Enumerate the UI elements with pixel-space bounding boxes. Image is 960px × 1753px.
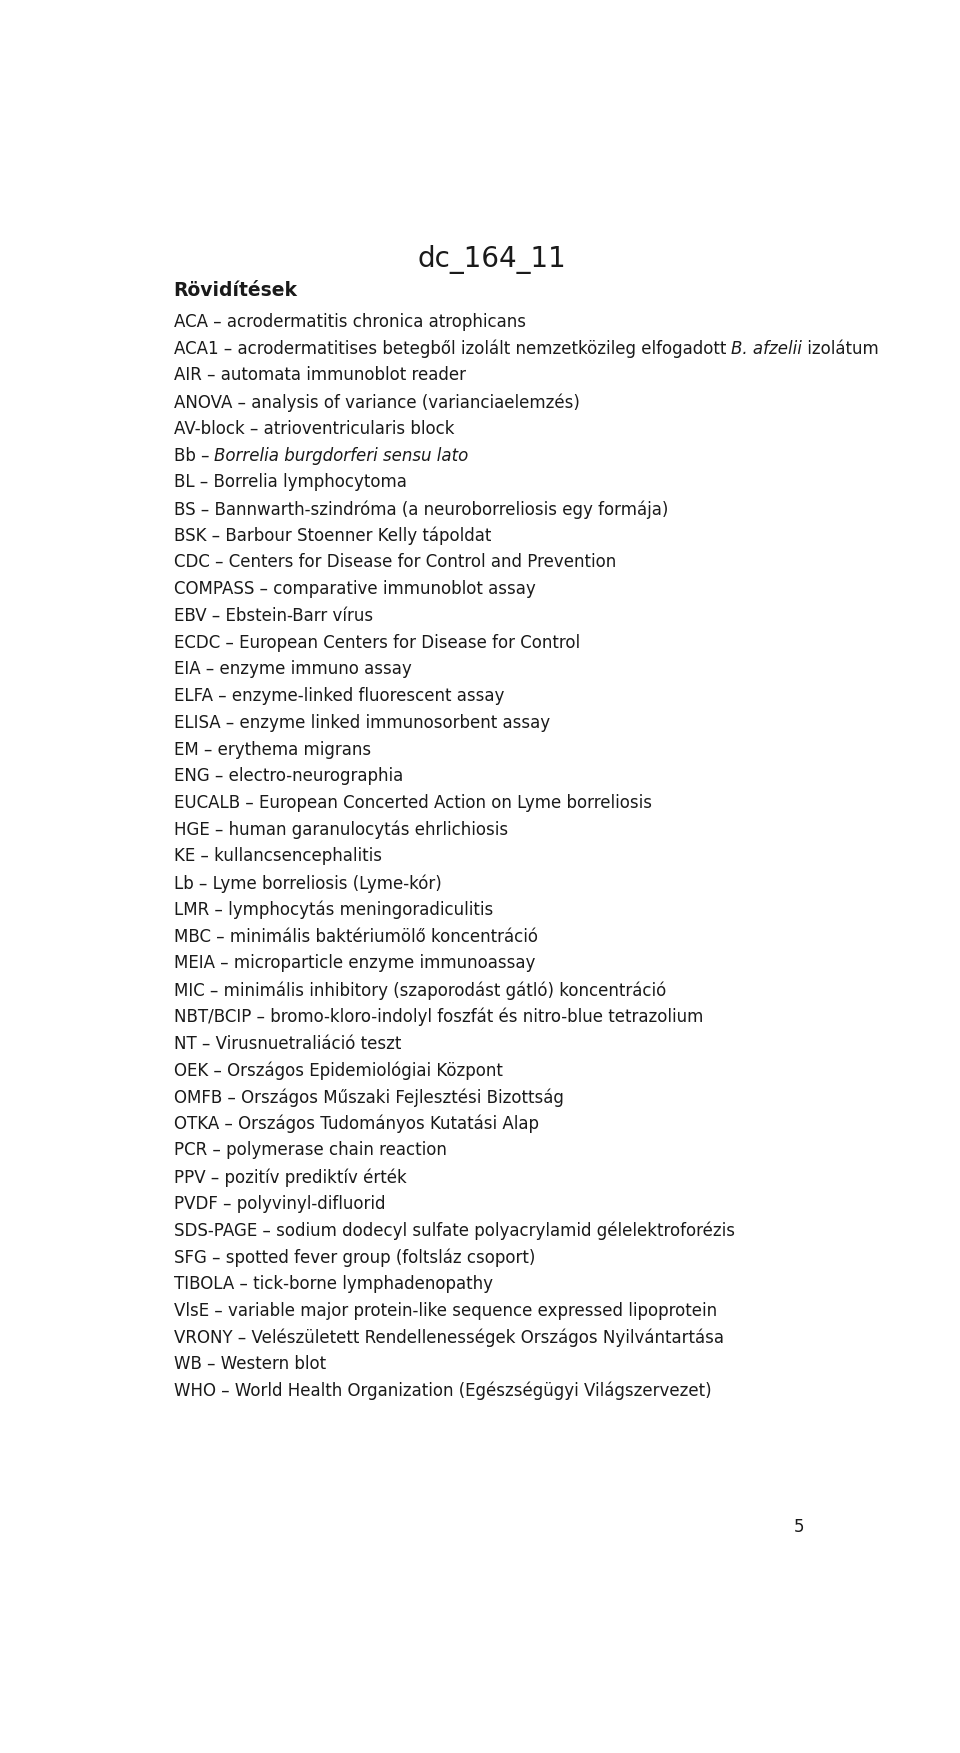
Text: EBV – Ebstein-Barr vírus: EBV – Ebstein-Barr vírus (174, 607, 372, 624)
Text: 5: 5 (794, 1518, 804, 1536)
Text: WHO – World Health Organization (Egészségügyi Világszervezet): WHO – World Health Organization (Egészsé… (174, 1381, 711, 1401)
Text: CDC – Centers for Disease for Control and Prevention: CDC – Centers for Disease for Control an… (174, 554, 615, 571)
Text: SFG – spotted fever group (foltsláz csoport): SFG – spotted fever group (foltsláz csop… (174, 1248, 535, 1267)
Text: OMFB – Országos Műszaki Fejlesztési Bizottság: OMFB – Országos Műszaki Fejlesztési Bizo… (174, 1089, 564, 1106)
Text: KE – kullancsencephalitis: KE – kullancsencephalitis (174, 847, 381, 866)
Text: izolátum: izolátum (802, 340, 878, 358)
Text: ACA – acrodermatitis chronica atrophicans: ACA – acrodermatitis chronica atrophican… (174, 314, 525, 331)
Text: BL – Borrelia lymphocytoma: BL – Borrelia lymphocytoma (174, 473, 406, 491)
Text: PCR – polymerase chain reaction: PCR – polymerase chain reaction (174, 1141, 446, 1159)
Text: SDS-PAGE – sodium dodecyl sulfate polyacrylamid gélelektroforézis: SDS-PAGE – sodium dodecyl sulfate polyac… (174, 1222, 734, 1239)
Text: PVDF – polyvinyl-difluorid: PVDF – polyvinyl-difluorid (174, 1196, 385, 1213)
Text: AV-block – atrioventricularis block: AV-block – atrioventricularis block (174, 421, 454, 438)
Text: NT – Virusnuetraliáció teszt: NT – Virusnuetraliáció teszt (174, 1034, 401, 1052)
Text: NBT/BCIP – bromo-kloro-indolyl foszfát és nitro-blue tetrazolium: NBT/BCIP – bromo-kloro-indolyl foszfát é… (174, 1008, 703, 1026)
Text: VlsE – variable major protein-like sequence expressed lipoprotein: VlsE – variable major protein-like seque… (174, 1302, 717, 1320)
Text: TIBOLA – tick-borne lymphadenopathy: TIBOLA – tick-borne lymphadenopathy (174, 1274, 492, 1294)
Text: B. afzelii: B. afzelii (732, 340, 802, 358)
Text: EM – erythema migrans: EM – erythema migrans (174, 740, 371, 759)
Text: Lb – Lyme borreliosis (Lyme-kór): Lb – Lyme borreliosis (Lyme-kór) (174, 875, 442, 892)
Text: VRONY – Velészületett Rendellenességek Országos Nyilvántartása: VRONY – Velészületett Rendellenességek O… (174, 1329, 724, 1346)
Text: dc_164_11: dc_164_11 (418, 245, 566, 275)
Text: ENG – electro-neurographia: ENG – electro-neurographia (174, 768, 403, 785)
Text: BS – Bannwarth-szindróma (a neuroborreliosis egy formája): BS – Bannwarth-szindróma (a neuroborreli… (174, 500, 668, 519)
Text: ECDC – European Centers for Disease for Control: ECDC – European Centers for Disease for … (174, 633, 580, 652)
Text: LMR – lymphocytás meningoradiculitis: LMR – lymphocytás meningoradiculitis (174, 901, 492, 919)
Text: BSK – Barbour Stoenner Kelly tápoldat: BSK – Barbour Stoenner Kelly tápoldat (174, 526, 491, 545)
Text: OEK – Országos Epidemiológiai Központ: OEK – Országos Epidemiológiai Központ (174, 1061, 502, 1080)
Text: EUCALB – European Concerted Action on Lyme borreliosis: EUCALB – European Concerted Action on Ly… (174, 794, 652, 812)
Text: ANOVA – analysis of variance (varianciaelemzés): ANOVA – analysis of variance (varianciae… (174, 393, 580, 412)
Text: AIR – automata immunoblot reader: AIR – automata immunoblot reader (174, 366, 466, 384)
Text: MEIA – microparticle enzyme immunoassay: MEIA – microparticle enzyme immunoassay (174, 954, 535, 973)
Text: Rövidítések: Rövidítések (174, 280, 298, 300)
Text: WB – Western blot: WB – Western blot (174, 1355, 325, 1373)
Text: EIA – enzyme immuno assay: EIA – enzyme immuno assay (174, 661, 411, 678)
Text: Bb –: Bb – (174, 447, 214, 465)
Text: MIC – minimális inhibitory (szaporodást gátló) koncentráció: MIC – minimális inhibitory (szaporodást … (174, 982, 666, 999)
Text: ELISA – enzyme linked immunosorbent assay: ELISA – enzyme linked immunosorbent assa… (174, 713, 550, 731)
Text: Borrelia burgdorferi sensu lato: Borrelia burgdorferi sensu lato (214, 447, 468, 465)
Text: ACA1 – acrodermatitises betegből izolált nemzetközileg elfogadott: ACA1 – acrodermatitises betegből izolált… (174, 340, 732, 358)
Text: ELFA – enzyme-linked fluorescent assay: ELFA – enzyme-linked fluorescent assay (174, 687, 504, 705)
Text: HGE – human garanulocytás ehrlichiosis: HGE – human garanulocytás ehrlichiosis (174, 820, 508, 840)
Text: MBC – minimális baktériumölő koncentráció: MBC – minimális baktériumölő koncentráci… (174, 927, 538, 945)
Text: COMPASS – comparative immunoblot assay: COMPASS – comparative immunoblot assay (174, 580, 536, 598)
Text: OTKA – Országos Tudományos Kutatási Alap: OTKA – Országos Tudományos Kutatási Alap (174, 1115, 539, 1132)
Text: PPV – pozitív prediktív érték: PPV – pozitív prediktív érték (174, 1167, 406, 1187)
